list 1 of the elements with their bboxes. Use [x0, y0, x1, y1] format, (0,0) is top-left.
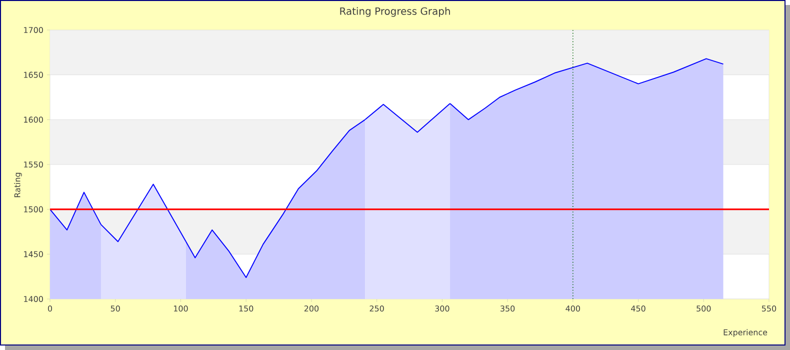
chart-title: Rating Progress Graph [340, 7, 450, 17]
